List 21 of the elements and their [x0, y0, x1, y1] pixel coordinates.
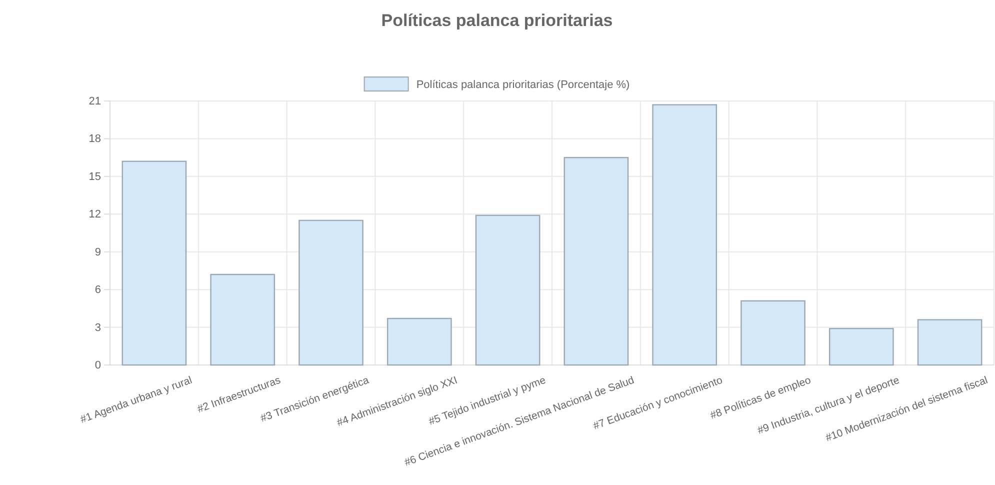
- y-tick-label: 18: [88, 133, 101, 146]
- y-tick-label: 9: [94, 246, 101, 258]
- bar: [298, 220, 364, 366]
- x-tick-label: #1 Agenda urbana y rural: [78, 374, 194, 426]
- y-tick-label: 15: [88, 170, 101, 183]
- y-tick-label: 6: [94, 284, 101, 296]
- bar: [475, 214, 540, 366]
- bar: [917, 319, 982, 366]
- bar: [828, 328, 894, 366]
- bar: [740, 300, 806, 366]
- y-tick-label: 3: [94, 322, 101, 334]
- bar: [564, 156, 629, 366]
- legend-label: Políticas palanca prioritarias (Porcentaje %): [416, 79, 630, 91]
- y-tick-label: 12: [88, 208, 101, 221]
- y-tick-label: 21: [88, 96, 101, 108]
- chart-title: Políticas palanca prioritarias: [381, 11, 613, 30]
- bar: [210, 274, 276, 366]
- y-tick-label: 0: [94, 360, 101, 372]
- bar: [386, 318, 452, 366]
- bar: [122, 160, 187, 366]
- bar: [652, 104, 718, 366]
